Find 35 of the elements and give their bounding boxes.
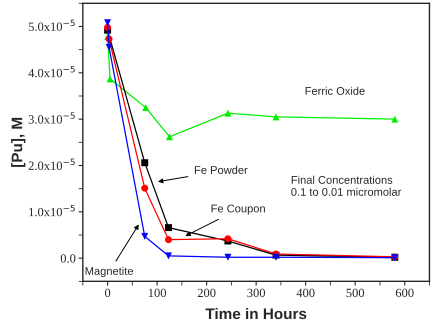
x-tick-label: 300 <box>247 288 266 298</box>
point <box>142 104 150 112</box>
x-axis-title: Time in Hours <box>206 308 306 320</box>
point <box>141 232 148 240</box>
annotation: Fe Coupon <box>212 204 265 215</box>
point <box>391 116 398 123</box>
x-tick-label: 500 <box>346 288 364 298</box>
x-tick-label: 600 <box>396 288 414 298</box>
point <box>165 252 172 260</box>
y-tick-label: 1.0x10$^{−5}$ <box>29 205 75 216</box>
x-tick-label: 0 <box>104 288 110 298</box>
annotation: Magnetite <box>86 266 134 278</box>
point <box>106 75 114 82</box>
x-tick-label: 100 <box>148 288 166 298</box>
point <box>104 19 112 26</box>
x-tick-label: 200 <box>198 288 216 298</box>
y-tick-label: 5.0x10$^{−5}$ <box>28 20 75 31</box>
y-tick-label: 4.0x10$^{−5}$ <box>28 66 75 78</box>
point <box>224 110 232 117</box>
y-tick-label: 2.0x10$^{−5}$ <box>28 158 75 170</box>
point <box>141 184 148 192</box>
point <box>165 224 172 232</box>
y-tick-label: 0.0 <box>60 254 76 263</box>
annotation: Fe Powder <box>194 166 248 174</box>
point <box>106 44 113 51</box>
point <box>141 159 148 166</box>
point <box>224 254 232 261</box>
point <box>272 113 280 120</box>
annotation: Final Concentrations 0.1 to 0.01 micromolar <box>291 176 402 196</box>
y-axis-title: [Pu], M <box>11 118 26 167</box>
point <box>165 236 172 244</box>
x-tick-label: 400 <box>296 288 315 298</box>
point <box>224 235 232 242</box>
y-tick-label: 3.0x10$^{−5}$ <box>28 112 75 124</box>
annotation: Ferric Oxide <box>306 86 365 95</box>
